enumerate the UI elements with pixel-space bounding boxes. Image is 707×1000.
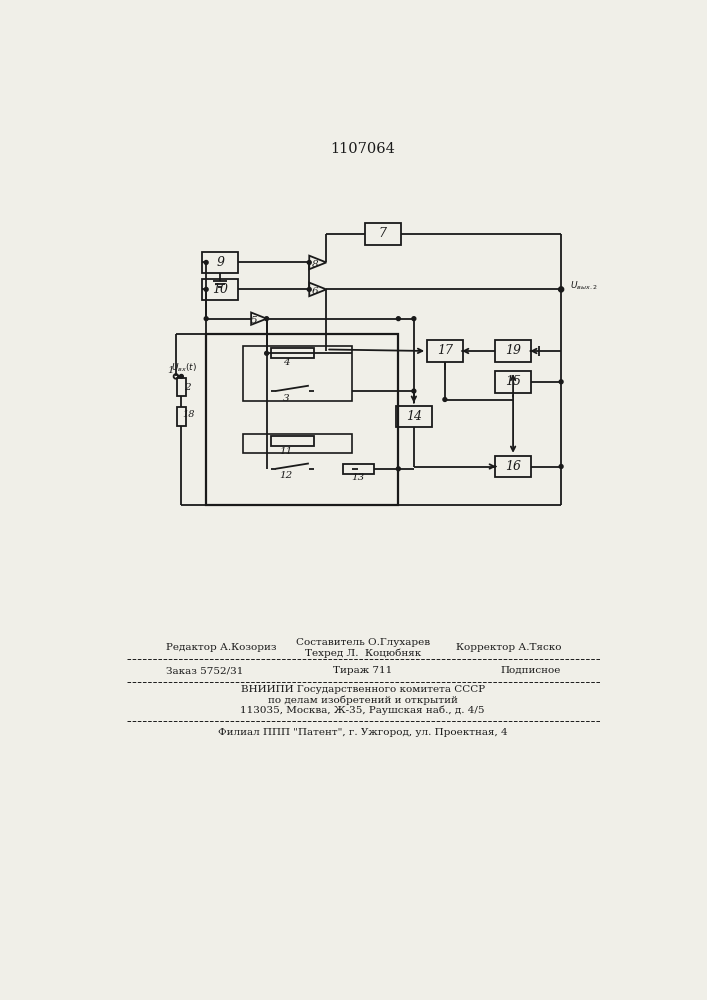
Text: Техред Л.  Коцюбняк: Техред Л. Коцюбняк [305,648,421,658]
Text: Редактор А.Козориз: Редактор А.Козориз [166,643,276,652]
Text: 13: 13 [351,473,365,482]
Text: $U_{вых.2}$: $U_{вых.2}$ [571,279,598,292]
Text: 18: 18 [182,410,194,419]
Circle shape [264,317,269,321]
Text: по делам изобретений и открытий: по делам изобретений и открытий [268,695,457,705]
Text: 12: 12 [279,471,293,480]
Text: 8: 8 [312,260,319,269]
Bar [271,348,313,358]
Circle shape [204,261,208,264]
Text: Филиал ППП "Патент", г. Ужгород, ул. Проектная, 4: Филиал ППП "Патент", г. Ужгород, ул. Про… [218,728,508,737]
Text: 15: 15 [505,375,521,388]
Circle shape [180,374,183,378]
Bar [343,464,373,474]
Text: Тираж 711: Тираж 711 [333,666,392,675]
Bar [206,334,398,505]
Bar [243,346,352,401]
Text: 10: 10 [212,283,228,296]
Text: Заказ 5752/31: Заказ 5752/31 [166,666,243,675]
Bar [495,456,531,477]
Circle shape [264,351,269,355]
Bar [243,434,352,453]
Text: Составитель О.Глухарев: Составитель О.Глухарев [296,638,430,647]
Text: 3: 3 [283,394,289,403]
Circle shape [397,467,400,471]
Circle shape [559,380,563,384]
Text: $U_{вх}(t)$: $U_{вх}(t)$ [170,362,197,374]
Text: 16: 16 [505,460,521,473]
Text: 5: 5 [251,316,257,325]
Bar [177,407,186,426]
Text: 113035, Москва, Ж-35, Раушская наб., д. 4/5: 113035, Москва, Ж-35, Раушская наб., д. … [240,705,485,715]
Circle shape [412,389,416,393]
Circle shape [308,287,311,291]
Circle shape [204,317,208,321]
Text: 17: 17 [437,344,453,358]
Text: 14: 14 [406,410,422,423]
Bar [202,279,238,300]
Bar [202,252,238,273]
Bar [271,436,313,446]
Text: 4: 4 [283,358,289,367]
Text: 1: 1 [168,366,174,375]
Circle shape [397,317,400,321]
Text: 7: 7 [379,227,387,240]
Text: 6: 6 [312,287,319,296]
Bar [495,371,531,393]
Bar [495,340,531,362]
Bar [177,378,186,396]
Circle shape [412,317,416,321]
Bar [427,340,462,362]
Circle shape [559,287,563,291]
Text: 19: 19 [505,344,521,358]
Bar [365,223,401,245]
Circle shape [443,398,447,401]
Circle shape [308,261,311,264]
Text: 1107064: 1107064 [330,142,395,156]
Text: Корректор А.Тяско: Корректор А.Тяско [455,643,561,652]
Bar [396,406,432,427]
Text: 11: 11 [279,447,293,456]
Text: 2: 2 [185,383,191,392]
Text: 9: 9 [216,256,224,269]
Circle shape [204,287,208,291]
Circle shape [559,465,563,468]
Text: ВНИИПИ Государственного комитета СССР: ВНИИПИ Государственного комитета СССР [240,685,485,694]
Text: Подписное: Подписное [501,666,561,675]
